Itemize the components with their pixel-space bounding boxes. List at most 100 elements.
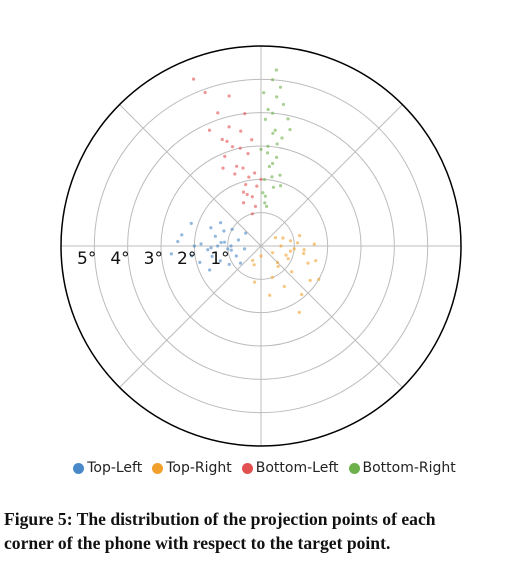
scatter-point-top-right: [312, 242, 316, 246]
scatter-point-bottom-right: [288, 127, 292, 132]
scatter-point-top-right: [268, 293, 272, 297]
scatter-point-top-right: [306, 261, 310, 265]
scatter-point-bottom-right: [263, 201, 267, 205]
legend-label-top-left: Top-Left: [87, 460, 143, 476]
scatter-point-bottom-right: [274, 68, 278, 72]
scatter-point-bottom-left: [245, 192, 249, 197]
scatter-point-bottom-left: [250, 195, 254, 199]
scatter-point-top-left: [222, 240, 227, 244]
scatter-point-bottom-right: [265, 151, 270, 155]
scatter-point-top-right: [295, 241, 300, 245]
polar-scatter-chart: 1° 2° 3° 4° 5°: [60, 45, 462, 447]
legend-item-top-left: Top-Left: [73, 460, 142, 476]
scatter-point-top-right: [252, 263, 256, 267]
scatter-point-bottom-right: [278, 85, 283, 89]
scatter-point-top-left: [190, 254, 194, 258]
scatter-point-bottom-right: [270, 175, 274, 179]
scatter-point-top-left: [210, 254, 214, 258]
scatter-point-top-left: [234, 254, 238, 258]
scatter-point-bottom-right: [264, 204, 269, 208]
scatter-point-top-left: [216, 244, 220, 248]
scatter-point-bottom-right: [271, 185, 276, 189]
scatter-point-top-right: [270, 251, 275, 255]
scatter-point-top-left: [209, 246, 213, 250]
scatter-point-top-left: [169, 252, 173, 256]
scatter-point-top-left: [230, 227, 234, 231]
scatter-point-bottom-left: [239, 129, 243, 133]
caption-line-1: Figure 5: The distribution of the projec…: [4, 509, 436, 529]
scatter-point-bottom-right: [271, 131, 275, 135]
scatter-point-top-right: [308, 278, 312, 283]
scatter-point-bottom-right: [271, 78, 275, 82]
scatter-point-top-right: [259, 254, 263, 258]
scatter-point-top-left: [244, 231, 248, 235]
scatter-point-top-right: [298, 234, 302, 238]
scatter-point-bottom-left: [221, 166, 225, 170]
scatter-point-top-left: [229, 244, 233, 248]
legend-label-bottom-right: Bottom-Right: [362, 460, 456, 476]
scatter-point-bottom-left: [225, 139, 229, 143]
scatter-point-bottom-left: [255, 184, 259, 188]
scatter-point-top-left: [176, 240, 180, 244]
scatter-point-top-right: [279, 244, 283, 248]
angular-gridline: [260, 245, 403, 388]
scatter-point-top-right: [273, 236, 278, 240]
scatter-point-bottom-left: [253, 204, 258, 208]
scatter-point-bottom-left: [243, 112, 247, 116]
radial-tick-label: 4°: [110, 249, 129, 269]
scatter-point-bottom-right: [266, 144, 270, 148]
scatter-point-bottom-right: [270, 161, 275, 166]
scatter-point-bottom-right: [278, 173, 282, 177]
angular-gridline: [119, 245, 262, 388]
angular-gridline: [260, 104, 403, 247]
radial-tick-label: 2°: [177, 249, 196, 269]
scatter-point-top-right: [314, 259, 318, 263]
scatter-point-bottom-left: [250, 138, 254, 142]
scatter-point-top-left: [219, 240, 223, 245]
scatter-point-bottom-left: [203, 90, 207, 95]
scatter-point-bottom-right: [263, 194, 267, 198]
scatter-point-bottom-left: [253, 171, 257, 175]
scatter-point-top-right: [276, 264, 280, 269]
scatter-point-top-left: [242, 247, 247, 251]
scatter-point-top-right: [290, 270, 294, 274]
scatter-point-top-right: [288, 239, 293, 243]
scatter-point-top-left: [192, 244, 196, 248]
caption-line-2: corner of the phone with respect to the …: [4, 533, 391, 553]
scatter-point-bottom-left: [191, 77, 196, 81]
scatter-point-top-left: [213, 234, 217, 238]
legend-swatch-top-left: [73, 462, 85, 474]
scatter-point-bottom-left: [216, 111, 220, 115]
scatter-point-bottom-right: [286, 117, 290, 121]
scatter-point-top-right: [253, 280, 257, 284]
scatter-point-bottom-right: [281, 102, 286, 107]
scatter-point-top-left: [208, 268, 212, 272]
scatter-point-bottom-right: [259, 147, 263, 151]
polar-frame: [60, 45, 462, 447]
scatter-point-top-left: [206, 248, 210, 252]
scatter-point-bottom-left: [246, 151, 250, 156]
scatter-point-top-left: [236, 238, 241, 242]
legend-label-bottom-left: Bottom-Left: [255, 460, 339, 476]
angular-gridline: [119, 104, 262, 247]
legend-item-top-right: Top-Right: [152, 460, 232, 476]
scatter-point-top-right: [286, 257, 290, 261]
legend-label-top-right: Top-Right: [166, 460, 232, 476]
legend-swatch-bottom-left: [241, 462, 253, 474]
scatter-point-bottom-left: [220, 137, 224, 142]
scatter-point-bottom-right: [273, 128, 277, 132]
scatter-point-bottom-right: [261, 191, 265, 195]
scatter-point-bottom-left: [241, 201, 246, 205]
scatter-point-bottom-right: [280, 136, 284, 140]
scatter-point-bottom-left: [241, 190, 246, 194]
legend: Top-Left Top-Right Bottom-Left Bottom-Ri…: [0, 460, 529, 476]
scatter-point-top-left: [209, 226, 213, 230]
scatter-point-bottom-left: [241, 166, 245, 170]
scatter-point-bottom-left: [250, 212, 254, 216]
scatter-point-top-right: [284, 253, 288, 257]
scatter-point-top-right: [281, 236, 285, 240]
legend-swatch-top-right: [152, 462, 164, 474]
radial-tick-label: 5°: [77, 249, 96, 269]
scatter-point-top-right: [275, 260, 280, 265]
scatter-point-bottom-right: [262, 177, 267, 182]
